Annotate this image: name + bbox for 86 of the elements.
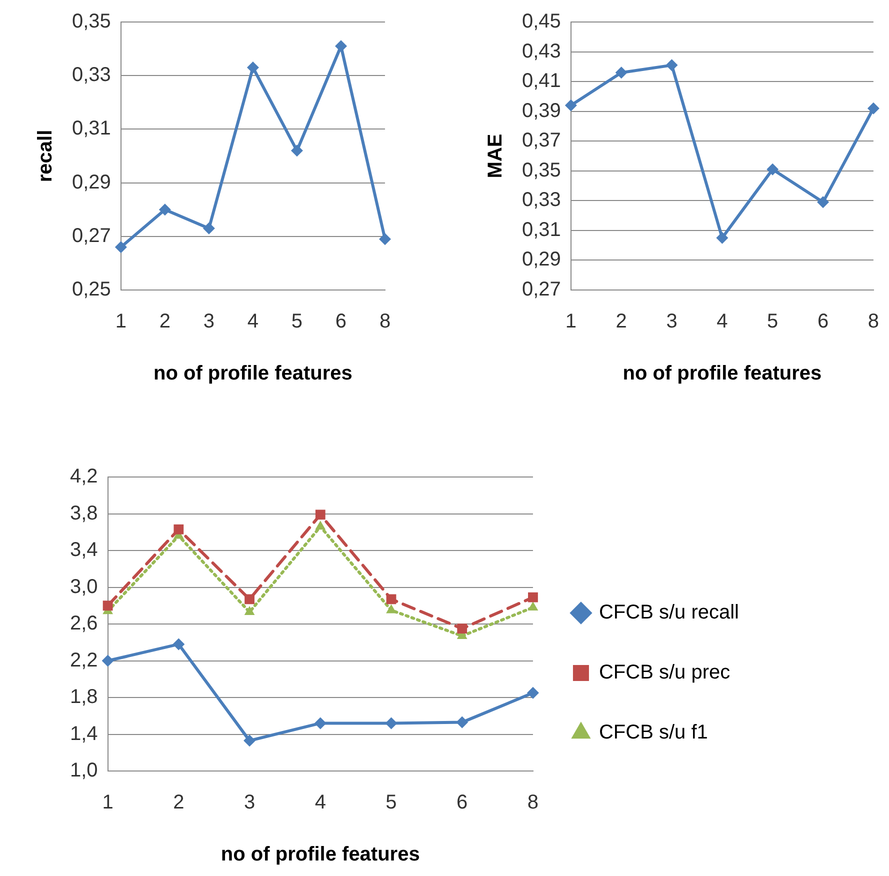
point [172,638,185,650]
x-tick-label: 2 [159,310,170,333]
point [314,717,326,730]
x-tick-label: 6 [817,310,829,333]
y-tick-label: 0,29 [72,171,111,194]
point [246,62,259,74]
x-axis-title: no of profile features [220,844,420,866]
point [379,233,391,246]
point [315,520,326,530]
point [716,232,728,244]
point [315,510,326,520]
point [457,624,468,634]
x-tick-label: 3 [244,792,256,814]
y-tick-label: 2,2 [70,649,98,672]
point [615,66,628,79]
y-tick-label: 3,8 [70,502,98,524]
legend-label: CFCB s/u prec [598,662,730,684]
point [202,222,215,234]
point [867,102,880,114]
x-tick-label: 4 [247,310,259,333]
x-tick-label: 4 [716,310,728,333]
x-tick-label: 5 [386,792,397,814]
point [766,163,779,176]
x-tick-label: 5 [291,310,303,333]
point [666,59,678,72]
y-tick-label: 0,37 [522,130,561,152]
y-axis-title: MAE [484,134,507,178]
point [244,606,255,616]
point [102,600,113,611]
point [386,594,396,604]
y-tick-label: 0,27 [72,224,111,247]
legend-label: CFCB s/u f1 [598,722,708,744]
point [564,99,577,112]
y-tick-label: 0,35 [72,10,111,33]
x-tick-label: 1 [565,310,576,333]
x-axis-title: no of profile features [154,362,352,385]
point [526,686,539,699]
y-tick-label: 0,43 [522,40,561,62]
y-tick-label: 2,6 [70,612,98,635]
y-tick-label: 0,35 [522,159,561,182]
point [158,204,171,216]
point [385,717,398,730]
point [290,144,303,157]
x-tick-label: 3 [666,310,678,333]
point [114,241,127,254]
x-tick-label: 3 [203,310,215,333]
y-tick-label: 0,33 [72,64,111,86]
y-tick-label: 4,2 [70,466,98,488]
y-tick-label: 3,4 [70,539,98,562]
x-axis-title: no of profile features [622,362,822,385]
y-tick-label: 0,25 [72,278,111,301]
y-tick-label: 0,27 [522,278,561,301]
point [386,604,396,614]
point [817,196,830,208]
point [244,734,256,747]
point [174,524,184,534]
y-tick-label: 0,31 [522,218,561,241]
x-tick-label: 4 [314,792,326,814]
y-tick-label: 1,4 [70,722,98,745]
legend-label: CFCB s/u recall [598,602,739,624]
x-tick-label: 5 [767,310,778,333]
y-tick-label: 0,39 [522,100,561,122]
y-tick-label: 0,29 [522,248,561,271]
x-tick-label: 6 [456,792,468,814]
point [334,40,347,52]
x-tick-label: 8 [527,792,539,814]
y-tick-label: 0,41 [522,70,561,92]
y-tick-label: 1,0 [70,760,98,782]
x-tick-label: 1 [115,310,126,333]
y-tick-label: 0,45 [522,10,561,33]
y-axis-title: recall [34,130,57,182]
x-tick-label: 8 [379,310,391,333]
x-tick-label: 1 [102,792,114,814]
y-tick-label: 3,0 [70,576,98,598]
x-tick-label: 8 [868,310,879,333]
point [244,594,254,604]
point [528,592,538,602]
x-tick-label: 6 [335,310,347,333]
x-tick-label: 2 [173,792,184,814]
y-tick-label: 0,31 [72,118,111,140]
point [456,716,468,728]
y-tick-label: 1,8 [70,686,98,708]
point [528,601,538,610]
point [102,654,114,667]
x-tick-label: 2 [616,310,627,333]
y-tick-label: 0,33 [522,189,561,212]
